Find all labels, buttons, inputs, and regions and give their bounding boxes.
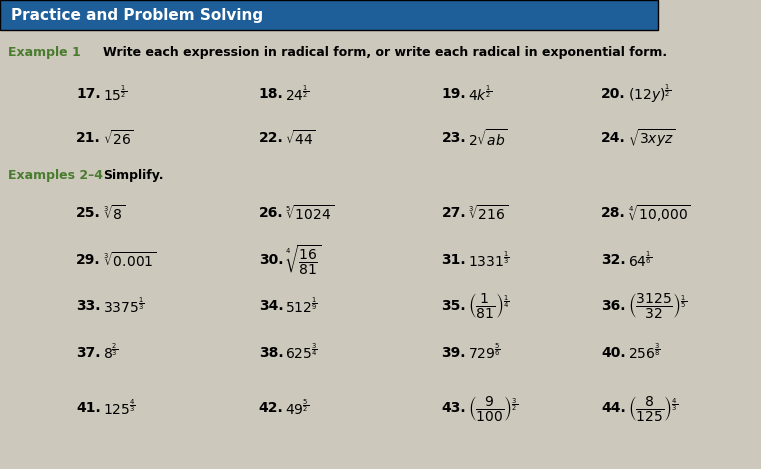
Text: 34.: 34. [259,299,283,313]
Text: 28.: 28. [601,206,626,220]
Text: $\sqrt{44}$: $\sqrt{44}$ [285,129,317,148]
Text: 35.: 35. [441,299,466,313]
Text: 39.: 39. [441,346,466,360]
Text: $8^{\frac{2}{3}}$: $8^{\frac{2}{3}}$ [103,343,118,363]
Text: $24^{\frac{1}{2}}$: $24^{\frac{1}{2}}$ [285,84,310,104]
Text: 30.: 30. [259,253,283,267]
Text: $\sqrt[3]{8}$: $\sqrt[3]{8}$ [103,204,126,223]
Text: 20.: 20. [601,87,626,101]
Text: $\sqrt[3]{216}$: $\sqrt[3]{216}$ [468,204,508,223]
Text: 21.: 21. [76,131,101,145]
Text: Write each expression in radical form, or write each radical in exponential form: Write each expression in radical form, o… [103,46,667,59]
Text: $4k^{\frac{1}{2}}$: $4k^{\frac{1}{2}}$ [468,84,492,104]
Text: Simplify.: Simplify. [103,169,164,182]
Text: $49^{\frac{5}{2}}$: $49^{\frac{5}{2}}$ [285,398,310,418]
Text: $15^{\frac{1}{2}}$: $15^{\frac{1}{2}}$ [103,84,127,104]
Text: $\left(\dfrac{9}{100}\right)^{\frac{3}{2}}$: $\left(\dfrac{9}{100}\right)^{\frac{3}{2… [468,393,518,423]
Text: Examples 2–4: Examples 2–4 [8,169,103,182]
Text: $1331^{\frac{1}{3}}$: $1331^{\frac{1}{3}}$ [468,250,510,270]
Text: 36.: 36. [601,299,626,313]
Text: $2\sqrt{ab}$: $2\sqrt{ab}$ [468,128,508,149]
Text: 18.: 18. [259,87,284,101]
Text: 42.: 42. [259,401,284,415]
Text: 41.: 41. [76,401,101,415]
Text: $(12y)^{\frac{1}{2}}$: $(12y)^{\frac{1}{2}}$ [628,83,671,105]
Text: 17.: 17. [76,87,100,101]
Text: $\left(\dfrac{8}{125}\right)^{\frac{4}{3}}$: $\left(\dfrac{8}{125}\right)^{\frac{4}{3… [628,393,678,423]
Text: $\left(\dfrac{1}{81}\right)^{\frac{1}{4}}$: $\left(\dfrac{1}{81}\right)^{\frac{1}{4}… [468,291,509,320]
Text: $729^{\frac{5}{6}}$: $729^{\frac{5}{6}}$ [468,343,501,363]
Text: $256^{\frac{3}{8}}$: $256^{\frac{3}{8}}$ [628,343,661,363]
Text: 23.: 23. [441,131,466,145]
Text: 27.: 27. [441,206,466,220]
Text: $625^{\frac{3}{4}}$: $625^{\frac{3}{4}}$ [285,343,318,363]
Text: $\sqrt[4]{\dfrac{16}{81}}$: $\sqrt[4]{\dfrac{16}{81}}$ [285,243,322,277]
Text: 33.: 33. [76,299,100,313]
Text: 26.: 26. [259,206,283,220]
Text: $\sqrt{3xyz}$: $\sqrt{3xyz}$ [628,128,675,149]
Text: $\sqrt[3]{0.001}$: $\sqrt[3]{0.001}$ [103,251,156,270]
Text: 38.: 38. [259,346,283,360]
Text: 24.: 24. [601,131,626,145]
Text: 31.: 31. [441,253,466,267]
Text: 29.: 29. [76,253,100,267]
Text: $\left(\dfrac{3125}{32}\right)^{\frac{1}{5}}$: $\left(\dfrac{3125}{32}\right)^{\frac{1}… [628,291,687,320]
Text: $125^{\frac{4}{3}}$: $125^{\frac{4}{3}}$ [103,398,135,418]
Text: 43.: 43. [441,401,466,415]
Text: $512^{\frac{1}{9}}$: $512^{\frac{1}{9}}$ [285,296,318,316]
Text: $3375^{\frac{1}{3}}$: $3375^{\frac{1}{3}}$ [103,296,145,316]
Text: 32.: 32. [601,253,626,267]
Text: $64^{\frac{1}{6}}$: $64^{\frac{1}{6}}$ [628,250,652,270]
Text: $\sqrt{26}$: $\sqrt{26}$ [103,129,134,148]
Text: 37.: 37. [76,346,100,360]
Text: 40.: 40. [601,346,626,360]
Text: 22.: 22. [259,131,284,145]
Text: 44.: 44. [601,401,626,415]
FancyBboxPatch shape [0,0,658,30]
Text: 19.: 19. [441,87,466,101]
Text: 25.: 25. [76,206,101,220]
Text: Example 1: Example 1 [8,46,81,59]
Text: Practice and Problem Solving: Practice and Problem Solving [11,8,263,23]
Text: $\sqrt[5]{1024}$: $\sqrt[5]{1024}$ [285,204,334,223]
Text: $\sqrt[4]{10{,}000}$: $\sqrt[4]{10{,}000}$ [628,203,690,224]
